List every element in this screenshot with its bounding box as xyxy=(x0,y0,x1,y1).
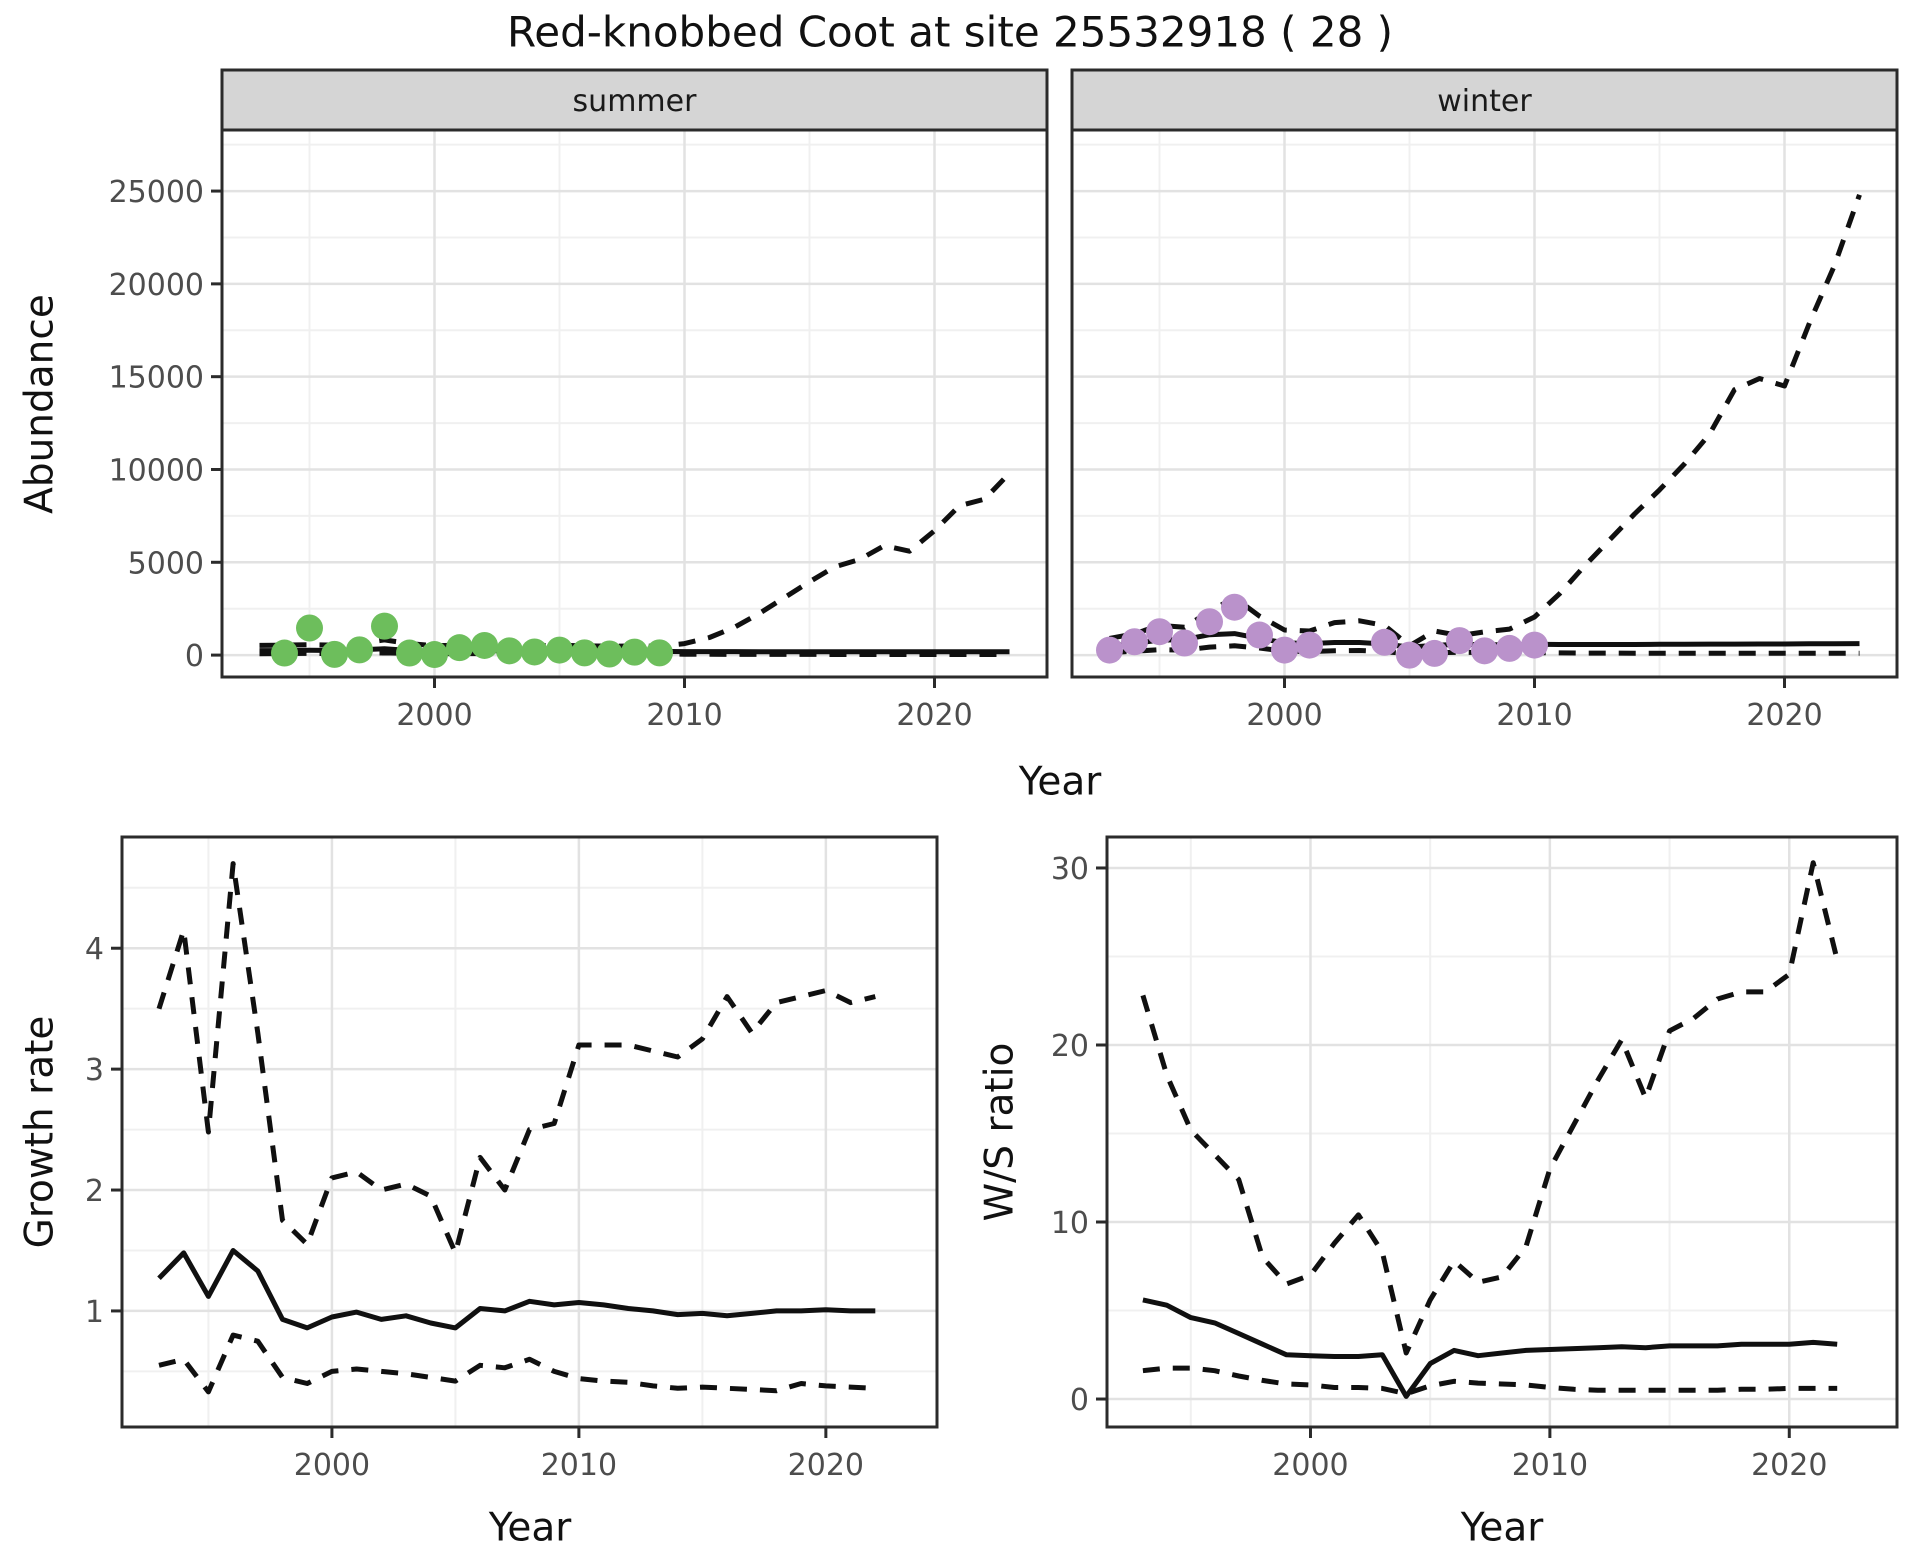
panel-border xyxy=(120,835,939,1429)
y-axis-title-abundance: Abundance xyxy=(17,294,63,514)
panel-abundance_summer: summer 2000 2010 2020 0 5000 10000 15000 20000 25… xyxy=(109,68,1049,733)
x-tick-label: 2010 xyxy=(1512,1448,1588,1483)
y-axis-title-growth-rate: Growth rate xyxy=(17,1015,63,1249)
winter-observations-point xyxy=(1246,621,1273,649)
winter-observations-point xyxy=(1146,618,1173,646)
x-tick-label: 2010 xyxy=(1496,698,1572,733)
x-axis-title-year-growth: Year xyxy=(488,1505,572,1551)
x-axis-title-year-top: Year xyxy=(1018,759,1102,805)
summer-observations-point xyxy=(496,637,523,665)
winter-observations-point xyxy=(1271,636,1298,664)
x-tick-label: 2000 xyxy=(1246,698,1322,733)
summer-observations-point xyxy=(321,640,348,668)
panel-background xyxy=(1107,837,1897,1427)
winter-observations-point xyxy=(1221,593,1248,621)
winter-observations-point xyxy=(1296,631,1323,659)
y-tick-label: 2 xyxy=(85,1174,104,1209)
x-tick-label: 2000 xyxy=(294,1448,370,1483)
winter-observations-point xyxy=(1496,634,1523,662)
x-axis-title-year-ws: Year xyxy=(1460,1505,1544,1551)
winter-observations-point xyxy=(1421,639,1448,667)
lower-ci-line xyxy=(158,1332,876,1395)
y-tick-label: 0 xyxy=(185,639,204,674)
summer-observations-point xyxy=(421,641,448,669)
y-tick-label: 0 xyxy=(1070,1383,1089,1418)
summer-observations-point xyxy=(396,639,423,667)
summer-observations-point xyxy=(571,639,598,667)
y-tick-label: 3 xyxy=(85,1053,104,1088)
x-tick-label: 2020 xyxy=(896,698,972,733)
x-tick-label: 2000 xyxy=(396,698,472,733)
x-tick-label: 2020 xyxy=(788,1448,864,1483)
winter-observations-point xyxy=(1471,637,1498,665)
panel-background xyxy=(222,130,1047,677)
summer-observations-point xyxy=(346,636,373,664)
y-tick-label: 20 xyxy=(1051,1029,1089,1064)
x-tick-label: 2010 xyxy=(541,1448,617,1483)
y-tick-label: 15000 xyxy=(109,361,204,396)
winter-observations-point xyxy=(1096,636,1123,664)
facet-strip-summer xyxy=(220,68,1049,132)
winter-observations-point xyxy=(1371,628,1398,656)
summer-observations-point xyxy=(371,612,398,640)
x-tick-label: 2000 xyxy=(1272,1448,1348,1483)
winter-observations-point xyxy=(1196,608,1223,636)
y-tick-label: 30 xyxy=(1051,852,1089,887)
y-tick-label: 4 xyxy=(85,932,104,967)
winter-observations-point xyxy=(1446,627,1473,655)
y-axis-title-ws-ratio: W/S ratio xyxy=(977,1042,1023,1222)
summer-observations-point xyxy=(271,639,298,667)
summer-observations-point xyxy=(471,631,498,659)
facet-strip-winter xyxy=(1070,68,1899,132)
median-line xyxy=(157,1248,876,1331)
panel-growth_rate: 2000 2010 2020 1 2 3 4 xyxy=(85,835,939,1483)
winter-observations-point xyxy=(1396,641,1423,669)
winter-observations-point xyxy=(1171,629,1198,657)
summer-observations-point xyxy=(546,636,573,664)
summer-observations-point xyxy=(446,634,473,662)
summer-observations-point xyxy=(521,638,548,666)
x-tick-label: 2020 xyxy=(1751,1448,1827,1483)
y-tick-label: 10 xyxy=(1051,1206,1089,1241)
summer-observations-point xyxy=(296,614,323,642)
summer-observations-point xyxy=(596,640,623,668)
page-title: Red-knobbed Coot at site 25532918 ( 28 ) xyxy=(506,7,1394,57)
facet-strip-label: winter xyxy=(1437,84,1532,119)
y-tick-label: 5000 xyxy=(128,546,204,581)
upper-ci-line xyxy=(156,861,876,1256)
lower-ci-line xyxy=(1142,1365,1838,1397)
panel-background xyxy=(1072,130,1897,677)
x-tick-label: 2020 xyxy=(1746,698,1822,733)
winter-observations-point xyxy=(1121,628,1148,656)
y-tick-label: 25000 xyxy=(109,175,204,210)
y-tick-label: 10000 xyxy=(109,453,204,488)
facet-strip-label: summer xyxy=(573,84,698,119)
y-tick-label: 1 xyxy=(85,1295,104,1330)
panel-border xyxy=(1105,835,1899,1429)
summer-observations-point xyxy=(646,639,673,667)
panel-ws_ratio: 2000 2010 2020 0 10 20 30 xyxy=(1051,835,1899,1483)
y-tick-label: 20000 xyxy=(109,268,204,303)
upper-ci-line xyxy=(1140,860,1840,1356)
median-line xyxy=(1142,1297,1838,1399)
x-tick-label: 2010 xyxy=(646,698,722,733)
winter-observations-point xyxy=(1521,631,1548,659)
summer-observations-point xyxy=(621,638,648,666)
panel-abundance_winter: winter 2000 2010 2020 xyxy=(1070,68,1899,733)
